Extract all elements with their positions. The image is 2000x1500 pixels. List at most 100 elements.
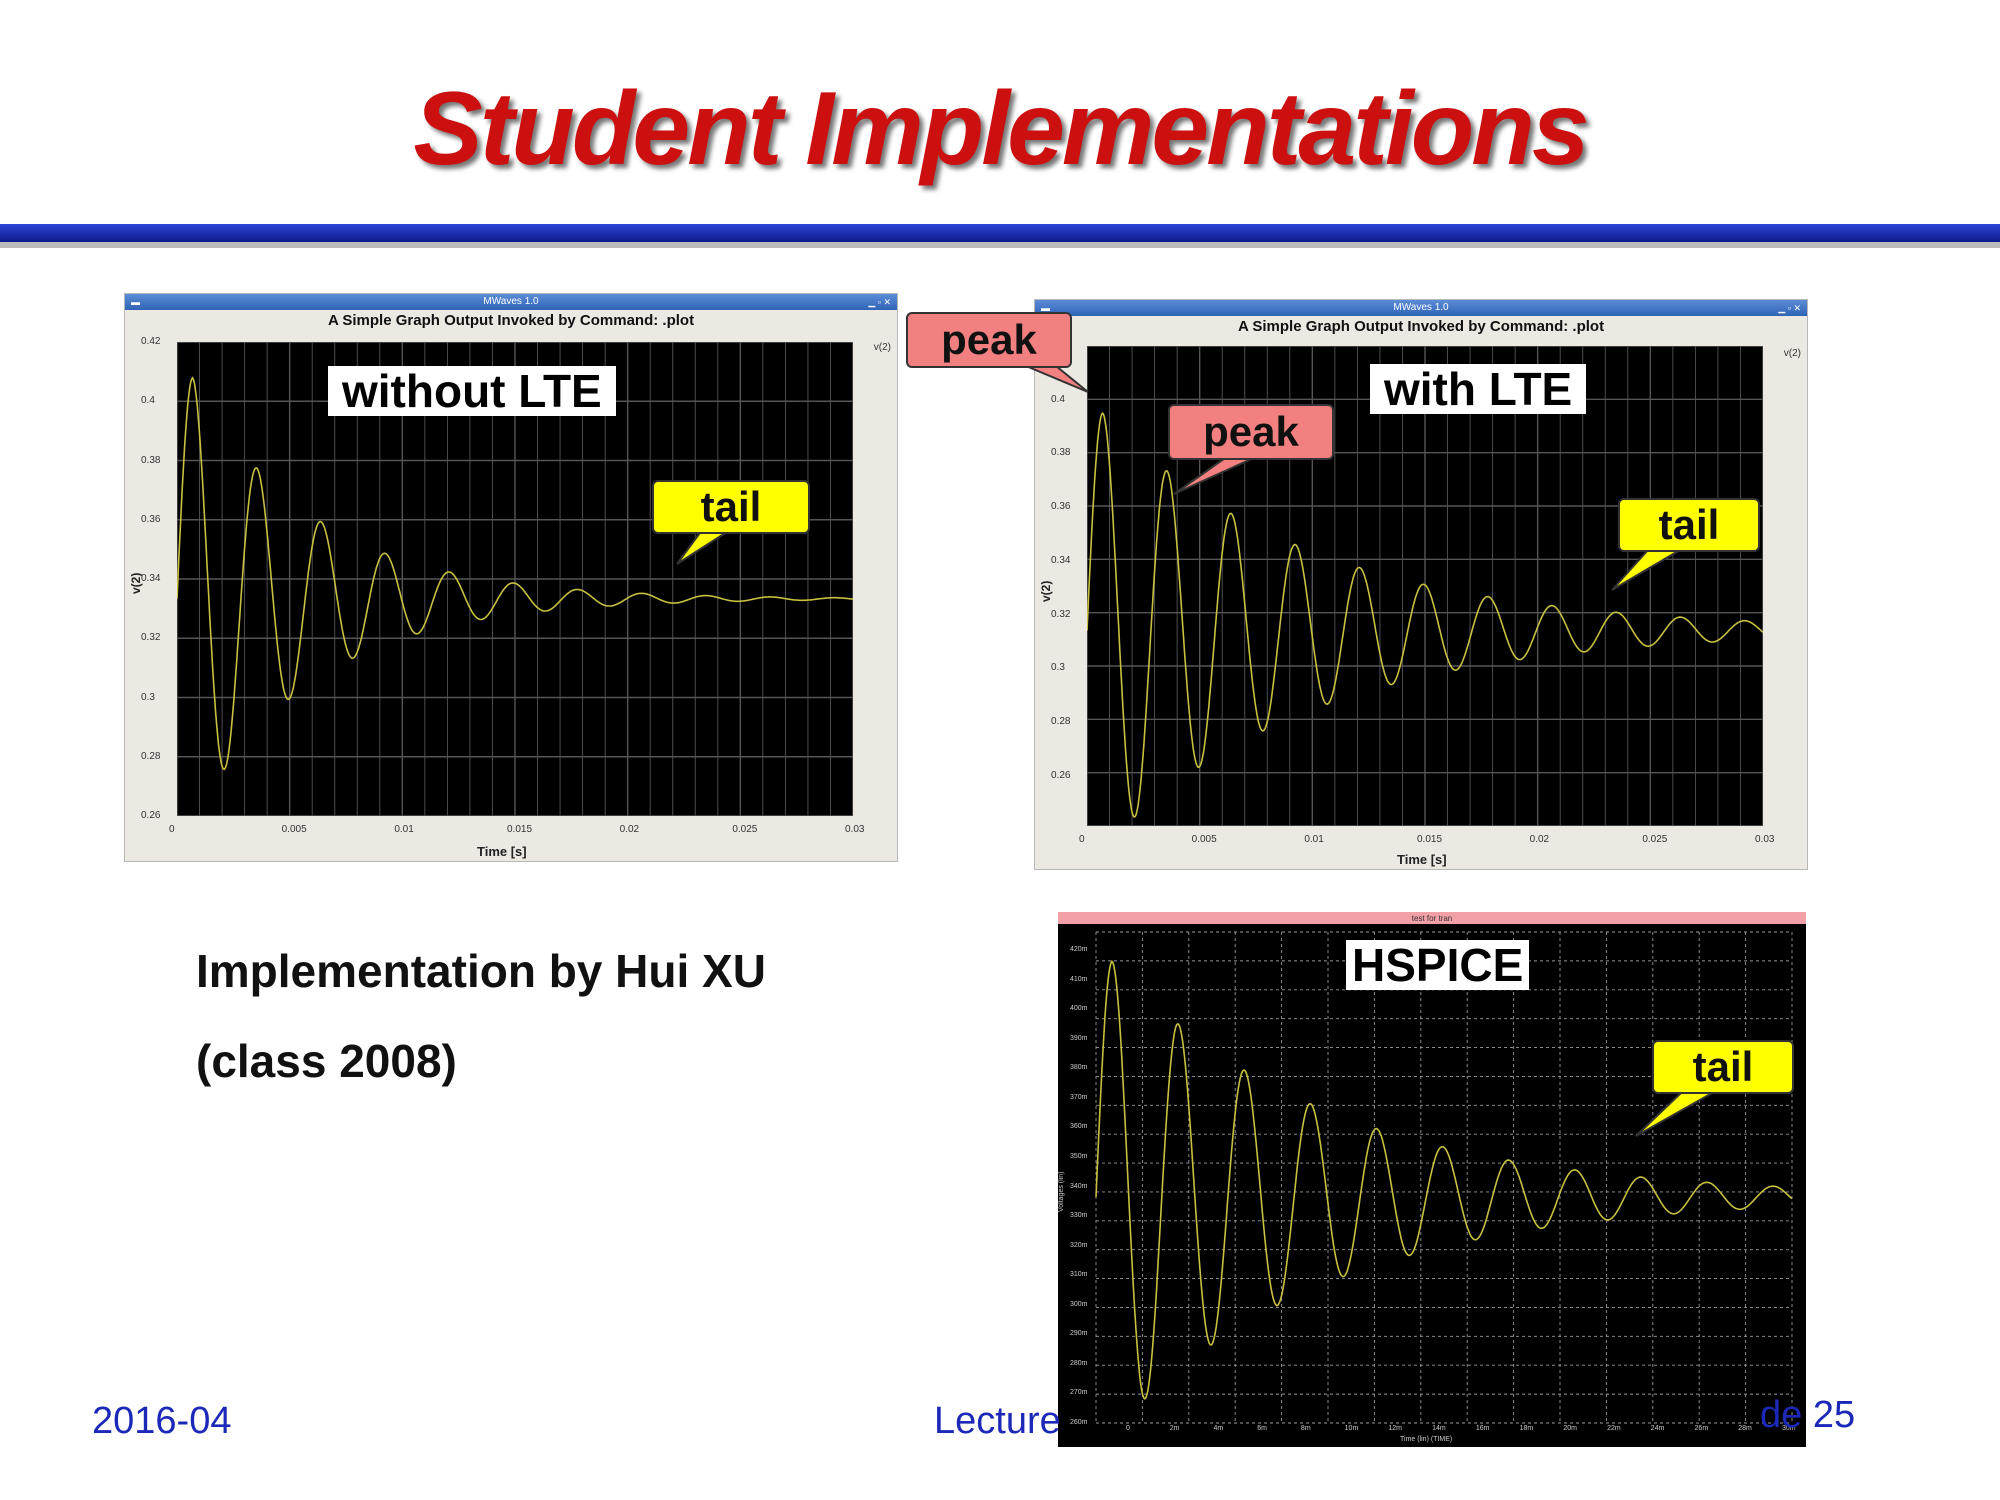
hspice-y-tick: 290m bbox=[1070, 1330, 1088, 1338]
without-lte-label: without LTE bbox=[328, 366, 616, 416]
hspice-x-tick: 26m bbox=[1694, 1425, 1709, 1432]
hspice-y-tick: 260m bbox=[1070, 1419, 1088, 1426]
y-tick-label: 0.4 bbox=[141, 395, 155, 407]
hspice-y-tick: 390m bbox=[1070, 1034, 1088, 1042]
hspice-x-tick: 8m bbox=[1300, 1425, 1311, 1432]
y-tick-label: 0.28 bbox=[141, 750, 161, 762]
footer-slide-number: de 25 bbox=[1760, 1394, 1856, 1436]
y-tick-label: 0.38 bbox=[141, 454, 161, 466]
hspice-chart-svg bbox=[1095, 931, 1793, 1424]
series-line-v(2) bbox=[1087, 411, 1763, 819]
right-window-title: MWaves 1.0 bbox=[1393, 302, 1449, 313]
x-tick-label: 0 bbox=[169, 824, 175, 835]
with-lte-label: with LTE bbox=[1370, 364, 1587, 414]
hspice-x-tick: 28m bbox=[1738, 1425, 1752, 1432]
hspice-y-tick: 350m bbox=[1070, 1152, 1088, 1160]
chart-grid bbox=[177, 342, 853, 816]
hspice-title: test for tran bbox=[1411, 914, 1453, 923]
x-tick-label: 0.01 bbox=[394, 824, 414, 835]
x-tick-label: 0.03 bbox=[845, 824, 865, 835]
left-plot-area bbox=[177, 342, 853, 816]
right-window-titlebar: ▬ MWaves 1.0 ▁ ▫ ✕ bbox=[1035, 300, 1807, 316]
peak-callout-2-text: peak bbox=[1168, 404, 1334, 460]
x-tick-label: 0.01 bbox=[1304, 834, 1324, 845]
author-line: Implementation by Hui XU bbox=[196, 945, 766, 997]
tail-callout-hspice-text: tail bbox=[1652, 1040, 1794, 1094]
y-tick-label: 0.36 bbox=[1051, 501, 1071, 513]
y-tick-label: 0.3 bbox=[141, 691, 155, 703]
chart-grid bbox=[1087, 346, 1763, 826]
hspice-y-tick: 410m bbox=[1070, 975, 1088, 983]
right-xlabel: Time [s] bbox=[1397, 852, 1447, 867]
y-tick-label: 0.32 bbox=[1051, 608, 1071, 620]
hspice-y-tick: 270m bbox=[1070, 1389, 1088, 1397]
tail-callout-left-text: tail bbox=[652, 480, 810, 534]
slide-title: Student Implementations bbox=[413, 71, 1589, 187]
hspice-x-tick: 10m bbox=[1344, 1425, 1359, 1432]
hspice-x-tick: 24m bbox=[1650, 1425, 1665, 1432]
x-tick-label: 0.025 bbox=[732, 824, 758, 835]
hspice-x-tick: 4m bbox=[1213, 1425, 1224, 1432]
hspice-y-tick: 360m bbox=[1070, 1123, 1088, 1131]
hspice-y-tick: 300m bbox=[1070, 1300, 1088, 1308]
hspice-x-tick: 16m bbox=[1475, 1425, 1490, 1432]
hspice-y-tick: 420m bbox=[1070, 946, 1088, 953]
y-tick-label: 0.42 bbox=[141, 336, 161, 347]
hspice-y-tick: 400m bbox=[1070, 1005, 1088, 1013]
left-graph-title: A Simple Graph Output Invoked by Command… bbox=[327, 312, 695, 329]
chart-grid bbox=[1095, 931, 1793, 1424]
y-tick-label: 0.3 bbox=[1051, 662, 1065, 674]
hspice-x-tick: 0 bbox=[1126, 1425, 1130, 1432]
hspice-x-tick: 6m bbox=[1257, 1425, 1267, 1432]
y-tick-label: 0.38 bbox=[1051, 447, 1071, 459]
hspice-ylabel: Voltages (lin) bbox=[1058, 1171, 1065, 1212]
hspice-title-bar bbox=[1058, 912, 1806, 924]
x-tick-label: 0.005 bbox=[281, 824, 307, 835]
tail-callout-right-text: tail bbox=[1618, 498, 1760, 552]
y-tick-label: 0.34 bbox=[1051, 554, 1071, 566]
hspice-y-tick: 310m bbox=[1070, 1271, 1088, 1279]
hspice-xlabel: Time (lin) (TIME) bbox=[1400, 1436, 1453, 1443]
window-menu-icon[interactable]: ▬ bbox=[131, 297, 140, 307]
class-line: (class 2008) bbox=[196, 1035, 457, 1087]
footer-lecture: Lecture bbox=[934, 1400, 1061, 1442]
left-window-title: MWaves 1.0 bbox=[483, 296, 539, 307]
right-graph-title: A Simple Graph Output Invoked by Command… bbox=[1237, 318, 1605, 335]
x-tick-label: 0.015 bbox=[1417, 834, 1443, 845]
footer-date: 2016-04 bbox=[92, 1400, 232, 1442]
y-tick-label: 0.28 bbox=[1051, 716, 1071, 728]
peak-callout-1-text: peak bbox=[906, 312, 1072, 368]
window-menu-icon[interactable]: ▬ bbox=[1041, 303, 1050, 313]
right-chart-svg bbox=[1087, 346, 1763, 826]
window-controls-icon[interactable]: ▁ ▫ ✕ bbox=[1778, 303, 1801, 313]
y-tick-label: 0.32 bbox=[141, 632, 161, 644]
hspice-x-tick: 22m bbox=[1607, 1425, 1621, 1432]
hspice-plot-window: test for tran Time (lin) (TIME) Voltages… bbox=[1058, 912, 1806, 1447]
hspice-y-tick: 280m bbox=[1070, 1359, 1088, 1367]
x-tick-label: 0 bbox=[1079, 834, 1085, 845]
hspice-x-tick: 14m bbox=[1432, 1425, 1446, 1432]
y-tick-label: 0.34 bbox=[141, 573, 161, 584]
x-tick-label: 0.005 bbox=[1191, 834, 1217, 845]
x-tick-label: 0.03 bbox=[1755, 834, 1775, 845]
window-controls-icon[interactable]: ▁ ▫ ✕ bbox=[868, 297, 891, 307]
hspice-y-tick: 320m bbox=[1070, 1241, 1088, 1249]
title-rule-shadow bbox=[0, 242, 2000, 248]
y-tick-label: 0.26 bbox=[1051, 769, 1071, 781]
x-tick-label: 0.02 bbox=[619, 824, 640, 835]
series-line-v(2) bbox=[177, 376, 853, 771]
x-tick-label: 0.025 bbox=[1642, 834, 1668, 845]
left-chart-svg bbox=[177, 342, 853, 816]
title-rule bbox=[0, 224, 2000, 242]
left-window-titlebar: ▬ MWaves 1.0 ▁ ▫ ✕ bbox=[125, 294, 897, 310]
hspice-x-tick: 30m bbox=[1782, 1425, 1796, 1432]
hspice-y-tick: 370m bbox=[1070, 1093, 1088, 1101]
y-tick-label: 0.26 bbox=[141, 810, 161, 821]
hspice-x-tick: 12m bbox=[1388, 1425, 1403, 1432]
hspice-y-tick: 380m bbox=[1070, 1064, 1088, 1072]
x-tick-label: 0.02 bbox=[1529, 834, 1550, 845]
hspice-x-tick: 20m bbox=[1563, 1425, 1577, 1432]
y-tick-label: 0.36 bbox=[141, 513, 161, 525]
right-legend: v(2) bbox=[1783, 348, 1801, 359]
left-legend: v(2) bbox=[873, 342, 891, 353]
